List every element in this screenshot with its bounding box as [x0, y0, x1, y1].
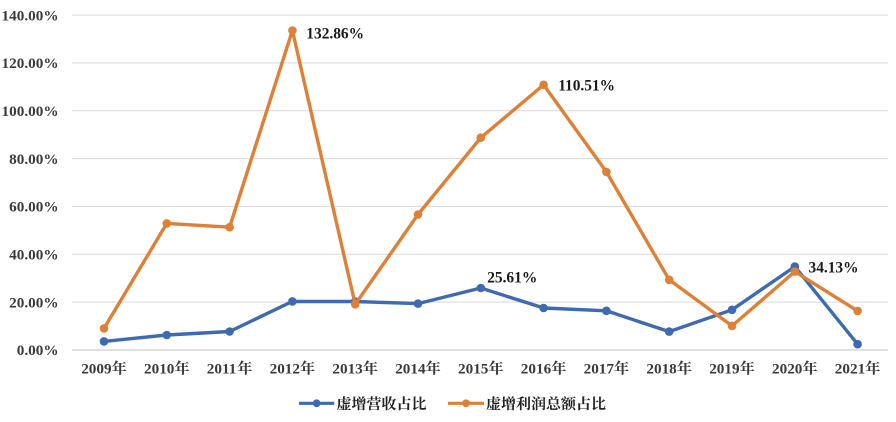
- svg-text:2016: 2016: [521, 361, 552, 378]
- svg-text:2009: 2009: [81, 361, 112, 378]
- svg-text:2019: 2019: [709, 361, 740, 378]
- svg-text:2020: 2020: [772, 361, 803, 378]
- svg-text:120.00%: 120.00%: [2, 55, 59, 72]
- svg-text:2014: 2014: [395, 361, 426, 378]
- svg-text:140.00%: 140.00%: [2, 7, 59, 24]
- svg-text:110.51%: 110.51%: [558, 78, 615, 95]
- svg-text:0.00%: 0.00%: [17, 342, 59, 359]
- svg-text:80.00%: 80.00%: [9, 151, 58, 168]
- svg-text:132.86%: 132.86%: [306, 26, 364, 43]
- svg-text:100.00%: 100.00%: [2, 103, 59, 120]
- svg-text:60.00%: 60.00%: [9, 199, 58, 216]
- svg-text:2013: 2013: [332, 361, 363, 378]
- svg-text:2011: 2011: [207, 361, 237, 378]
- svg-text:20.00%: 20.00%: [9, 294, 58, 311]
- svg-text:2018: 2018: [646, 361, 677, 378]
- svg-text:25.61%: 25.61%: [487, 269, 537, 286]
- svg-text:34.13%: 34.13%: [809, 259, 859, 276]
- svg-text:2017: 2017: [584, 361, 615, 378]
- svg-text:40.00%: 40.00%: [9, 247, 58, 264]
- svg-text:2010: 2010: [144, 361, 175, 378]
- svg-text:2012: 2012: [270, 361, 300, 378]
- svg-text:2015: 2015: [458, 361, 489, 378]
- svg-text:2021: 2021: [835, 361, 865, 378]
